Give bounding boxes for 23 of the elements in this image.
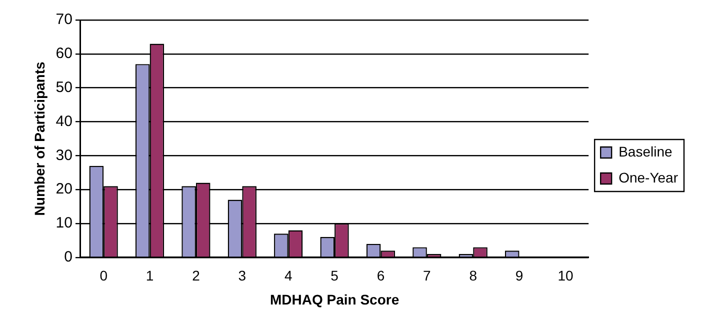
y-tick-label: 50 <box>56 78 72 96</box>
x-tick-label: 3 <box>238 268 246 284</box>
x-tick-label: 2 <box>192 268 200 284</box>
x-tick-label: 5 <box>330 268 339 284</box>
legend-label: One-Year <box>618 169 678 186</box>
y-tick-label: 40 <box>56 112 72 130</box>
y-tick-label: 20 <box>56 180 72 198</box>
x-tick-label: 10 <box>558 268 574 284</box>
y-tick-label: 60 <box>56 45 72 62</box>
y-tick-label: 10 <box>56 214 72 232</box>
x-tick-label: 7 <box>423 268 432 284</box>
x-tick-label: 0 <box>100 268 108 284</box>
y-tick-label: 0 <box>64 248 72 266</box>
y-tick-label: 70 <box>56 11 72 28</box>
legend-label: Baseline <box>618 143 673 160</box>
x-tick-label: 9 <box>515 268 524 284</box>
x-tick-label: 1 <box>146 268 154 284</box>
y-tick-label: 30 <box>56 146 72 164</box>
x-tick-label: 4 <box>284 268 292 284</box>
x-axis-title: MDHAQ Pain Score <box>270 291 400 308</box>
y-axis-title: Number of Participants <box>31 61 48 216</box>
x-tick-label: 6 <box>376 268 385 284</box>
x-tick-label: 8 <box>469 268 478 284</box>
